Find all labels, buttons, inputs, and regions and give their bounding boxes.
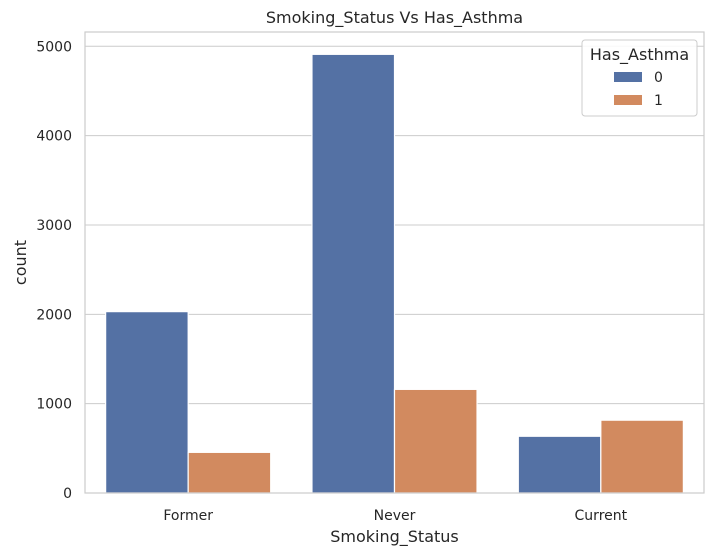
y-tick-label: 3000 [36, 218, 72, 234]
legend: Has_Asthma 01 [581, 39, 698, 117]
y-tick-labels: 0 1000 2000 3000 4000 5000 [36, 39, 72, 502]
y-tick-label: 2000 [36, 307, 72, 323]
y-tick-label: 1000 [36, 397, 72, 413]
legend-label-1: 1 [654, 93, 663, 109]
bar-current-series-0 [517, 435, 602, 494]
y-tick-label: 4000 [36, 129, 72, 145]
legend-label-0: 0 [654, 70, 663, 86]
plot-frame [84, 31, 705, 494]
y-tick-label: 5000 [36, 39, 72, 55]
bar-former-series-0 [105, 311, 189, 494]
x-tick-label: Current [575, 508, 628, 524]
bar-current-series-1 [600, 419, 684, 494]
x-tick-label: Former [163, 508, 213, 524]
legend-title: Has_Asthma [590, 45, 689, 65]
x-axis-label: Smoking_Status [330, 527, 459, 547]
legend-swatch-0 [614, 72, 642, 82]
x-tick-label: Never [374, 508, 416, 524]
y-tick-label: 0 [63, 486, 72, 502]
bars [105, 53, 684, 494]
chart-title: Smoking_Status Vs Has_Asthma [266, 8, 523, 28]
legend-items: 01 [614, 70, 663, 109]
bar-former-series-1 [187, 451, 272, 494]
bar-never-series-0 [311, 53, 396, 494]
bar-never-series-1 [393, 388, 478, 494]
y-axis-label: count [11, 240, 30, 285]
legend-swatch-1 [614, 95, 642, 105]
x-tick-labels: Former Never Current [163, 508, 627, 524]
